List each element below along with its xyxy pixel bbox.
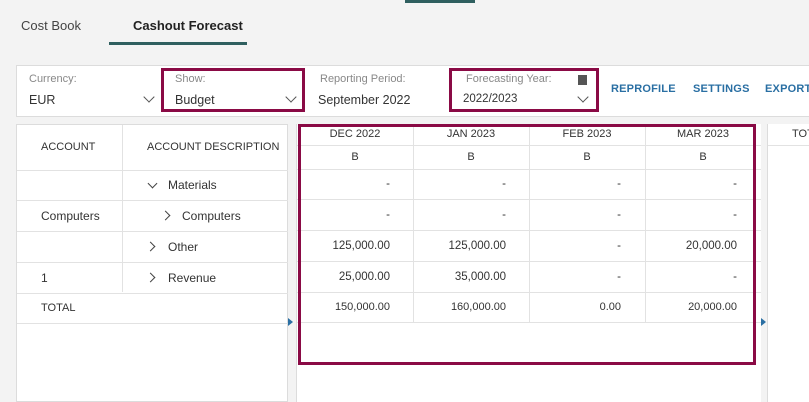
- forecasting-year-select[interactable]: 2022/2023: [461, 88, 591, 110]
- filter-bar: Currency: EUR Show: Budget Reporting Per…: [16, 65, 809, 117]
- expand-pane-icon[interactable]: [761, 318, 766, 326]
- total-value: 0.00: [599, 301, 621, 313]
- cell-value: -: [386, 209, 390, 221]
- forecast-grid: DEC 2022 JAN 2023 FEB 2023 MAR 2023 B B …: [296, 124, 761, 402]
- tab-cost-book[interactable]: Cost Book: [21, 18, 81, 33]
- total-header[interactable]: TOT: [792, 128, 809, 140]
- reprofile-button[interactable]: REPROFILE: [611, 83, 676, 95]
- budget-flag: B: [583, 151, 591, 163]
- forecasting-year-label: Forecasting Year:: [466, 73, 552, 85]
- row-account: Computers: [41, 209, 100, 223]
- show-highlight-box: [161, 68, 305, 112]
- budget-flag: B: [351, 151, 359, 163]
- cell-value: -: [733, 178, 737, 190]
- column-divider: [413, 124, 414, 322]
- calendar-icon[interactable]: [578, 75, 587, 85]
- table-row: Other: [17, 232, 288, 263]
- month-header[interactable]: FEB 2023: [562, 128, 612, 140]
- table-row: - - - -: [297, 169, 761, 200]
- total-value: 150,000.00: [334, 301, 390, 313]
- reporting-period-value: September 2022: [318, 93, 411, 107]
- expand-icon[interactable]: [160, 210, 171, 221]
- account-description-header[interactable]: ACCOUNT DESCRIPTION: [147, 141, 280, 153]
- cell-value: 35,000.00: [454, 271, 506, 283]
- tab-cashout-forecast[interactable]: Cashout Forecast: [133, 18, 243, 33]
- row-description: Other: [168, 240, 199, 254]
- expand-icon[interactable]: [145, 272, 156, 283]
- divider: [768, 145, 809, 146]
- cell-value: -: [733, 271, 737, 283]
- total-value: 160,000.00: [450, 301, 506, 313]
- forecasting-year-highlight-box: [449, 68, 599, 112]
- cell-value: -: [617, 209, 621, 221]
- column-divider: [122, 125, 123, 292]
- account-header-row: ACCOUNT ACCOUNT DESCRIPTION: [17, 125, 288, 171]
- show-select[interactable]: Budget: [173, 88, 301, 110]
- account-header[interactable]: ACCOUNT: [41, 141, 96, 153]
- chevron-down-icon: [143, 91, 155, 103]
- month-header[interactable]: MAR 2023: [677, 128, 729, 140]
- column-divider: [529, 124, 530, 322]
- currency-value: EUR: [29, 93, 56, 107]
- top-indicator: [405, 0, 475, 3]
- monthly-grid-highlight-box: [298, 124, 756, 365]
- total-column-panel: TOT: [767, 124, 809, 402]
- row-account: 1: [41, 271, 48, 285]
- cell-value: -: [502, 209, 506, 221]
- active-tab-underline: [109, 42, 247, 45]
- pane-splitter[interactable]: [761, 124, 767, 402]
- forecasting-year-value: 2022/2023: [463, 93, 518, 105]
- expand-icon[interactable]: [145, 241, 156, 252]
- settings-button[interactable]: SETTINGS: [693, 83, 750, 95]
- column-divider: [645, 124, 646, 322]
- month-header[interactable]: JAN 2023: [446, 128, 496, 140]
- budget-flag: B: [699, 151, 707, 163]
- month-header[interactable]: DEC 2022: [329, 128, 381, 140]
- cell-value: 20,000.00: [685, 240, 737, 252]
- show-value: Budget: [175, 93, 215, 107]
- table-row: 125,000.00 125,000.00 - 20,000.00: [297, 231, 761, 262]
- export-button[interactable]: EXPORT: [765, 83, 809, 95]
- cell-value: -: [502, 178, 506, 190]
- account-grid: ACCOUNT ACCOUNT DESCRIPTION Materials Co…: [16, 124, 288, 402]
- budget-flag: B: [467, 151, 475, 163]
- total-row: TOTAL: [17, 294, 288, 324]
- table-row: Materials: [17, 170, 288, 201]
- cell-value: -: [617, 240, 621, 252]
- total-row: 150,000.00 160,000.00 0.00 20,000.00: [297, 293, 761, 323]
- collapse-icon[interactable]: [147, 178, 158, 189]
- total-label: TOTAL: [41, 302, 76, 314]
- pane-splitter[interactable]: [289, 124, 295, 402]
- cell-value: 25,000.00: [338, 271, 390, 283]
- table-row: 25,000.00 35,000.00 - -: [297, 262, 761, 293]
- table-row: Computers Computers: [17, 201, 288, 232]
- total-value: 20,000.00: [688, 301, 737, 313]
- cell-value: -: [733, 209, 737, 221]
- cell-value: -: [386, 178, 390, 190]
- cell-value: -: [617, 178, 621, 190]
- tab-bar: Cost Book Cashout Forecast: [0, 0, 809, 60]
- table-row: - - - -: [297, 200, 761, 231]
- expand-pane-icon[interactable]: [288, 318, 293, 326]
- cell-value: 125,000.00: [332, 240, 390, 252]
- row-description: Computers: [182, 209, 241, 223]
- cell-value: 125,000.00: [448, 240, 506, 252]
- row-description: Revenue: [168, 271, 217, 285]
- table-row: 1 Revenue: [17, 263, 288, 294]
- currency-label: Currency:: [29, 73, 77, 85]
- currency-select[interactable]: EUR: [27, 88, 157, 110]
- show-label: Show:: [175, 73, 206, 85]
- row-description: Materials: [168, 178, 217, 192]
- cell-value: -: [617, 271, 621, 283]
- reporting-period-label: Reporting Period:: [320, 73, 406, 85]
